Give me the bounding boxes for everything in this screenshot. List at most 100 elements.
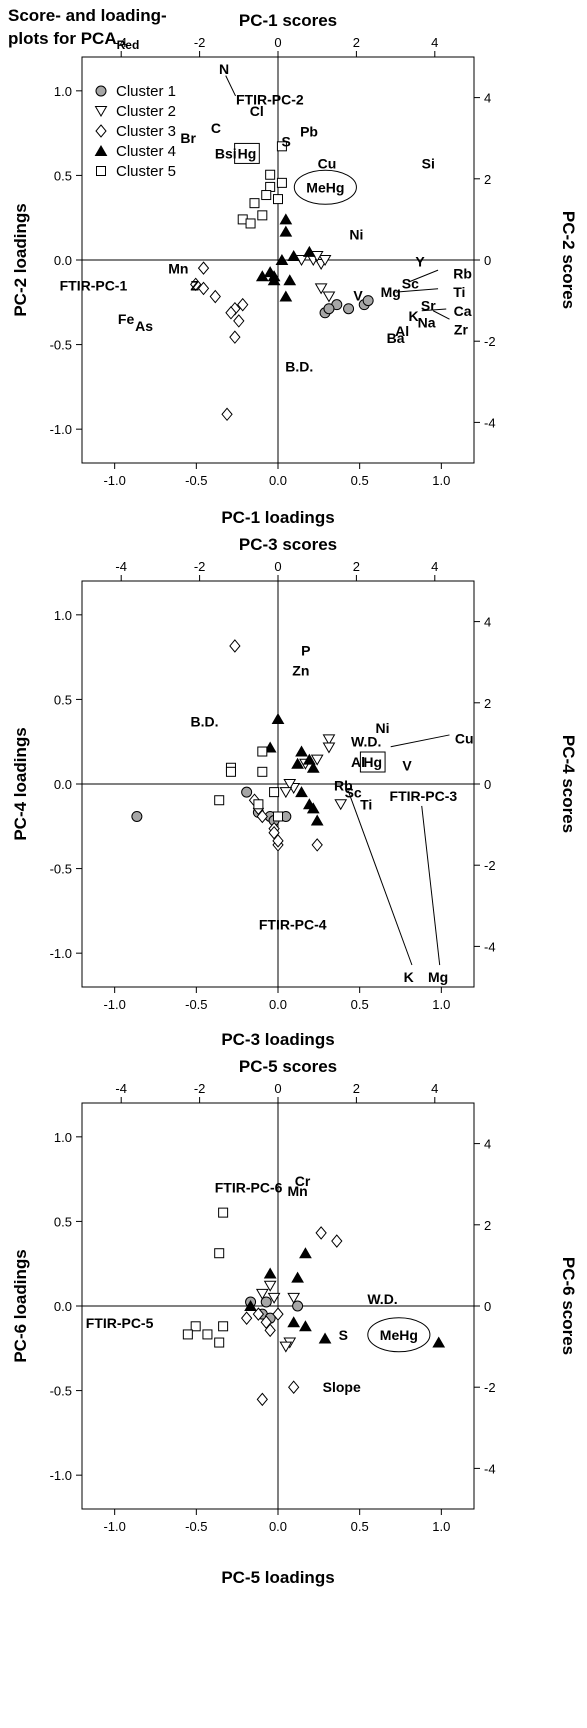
score-point	[280, 788, 291, 798]
loading-label-b-d: B.D.	[285, 359, 313, 375]
score-point	[288, 1317, 299, 1327]
score-point	[242, 1312, 252, 1324]
top-tick-label: -2	[194, 1081, 206, 1096]
series-cluster-1	[132, 787, 291, 825]
bottom-tick-label: -1.0	[103, 1519, 125, 1534]
score-point	[219, 1208, 228, 1217]
bottom-tick-label: 0.0	[269, 997, 287, 1012]
right-tick-label: 4	[484, 1137, 491, 1152]
right-tick-label: 0	[484, 1299, 491, 1314]
loading-label-z: Z	[190, 277, 199, 293]
left-tick-label: -0.5	[50, 862, 72, 877]
score-point	[280, 292, 291, 302]
score-point	[316, 1227, 326, 1239]
loading-label-bsi: Bsi	[215, 145, 237, 161]
top-tick-label: -2	[194, 559, 206, 574]
series-cluster-2	[296, 251, 334, 301]
series-cluster-3	[191, 262, 248, 420]
right-tick-label: -2	[484, 858, 496, 873]
legend-marker	[97, 167, 106, 176]
loading-label-ftir-pc-4: FTIR-PC-4	[259, 916, 327, 932]
left-axis-label: PC-4 loadings	[11, 727, 30, 840]
bottom-tick-label: 0.0	[269, 1519, 287, 1534]
bottom-tick-label: -1.0	[103, 473, 125, 488]
score-point	[270, 788, 279, 797]
top-tick-label: 0	[274, 1081, 281, 1096]
loading-label-p: P	[301, 642, 310, 658]
loading-label-w-d: W.D.	[367, 1291, 397, 1307]
score-point	[254, 800, 263, 809]
loading-label-cu: Cu	[318, 156, 337, 172]
score-point	[284, 275, 295, 285]
top-axis-label: PC-5 scores	[239, 1057, 337, 1076]
score-point	[280, 227, 291, 237]
legend-marker	[96, 146, 107, 156]
bottom-tick-label: 1.0	[432, 997, 450, 1012]
loading-label-fe: Fe	[118, 311, 135, 327]
score-point	[335, 800, 346, 810]
loading-label-mn: Mn	[287, 1183, 307, 1199]
right-tick-label: 4	[484, 91, 491, 106]
top-tick-label: 0	[274, 35, 281, 50]
score-point	[230, 331, 240, 343]
right-axis-label: PC-2 scores	[559, 211, 578, 309]
bottom-tick-label: 0.5	[351, 1519, 369, 1534]
left-tick-label: 1.0	[54, 84, 72, 99]
loading-label-mehg: MeHg	[380, 1327, 418, 1343]
loading-label-slope: Slope	[323, 1379, 361, 1395]
chart-panel-three: -1.0 -0.5 0.0 0.5 1.0-1.0-0.50.00.51.0-4 -2 0 2…	[11, 1057, 578, 1587]
bottom-tick-label: 0.5	[351, 997, 369, 1012]
left-tick-label: 1.0	[54, 608, 72, 623]
top-tick-label: 4	[431, 1081, 438, 1096]
loading-label-si: Si	[422, 156, 435, 172]
right-tick-label: -4	[484, 415, 496, 430]
bottom-tick-label: 1.0	[432, 473, 450, 488]
legend-marker	[96, 107, 107, 117]
loading-label-cu: Cu	[455, 730, 474, 746]
label-leader-line	[391, 735, 450, 747]
loading-label-ti: Ti	[360, 796, 372, 812]
score-point	[280, 214, 291, 224]
loading-label-k: K	[404, 969, 414, 985]
score-point	[215, 1249, 224, 1258]
score-point	[203, 1330, 212, 1339]
loading-label-ftir-pc-2: FTIR-PC-2	[236, 91, 304, 107]
score-point	[246, 219, 255, 228]
legend-label: Cluster 2	[116, 103, 176, 120]
left-tick-label: -0.5	[50, 1384, 72, 1399]
loading-label-ftir-pc-3: FTIR-PC-3	[390, 788, 458, 804]
right-tick-label: 4	[484, 615, 491, 630]
chart-panel-two: -1.0 -0.5 0.0 0.5 1.0 -1.0 -0.5 0.0 0.5 1.0 -4 -2 0 2…	[11, 535, 578, 1049]
score-point	[363, 296, 373, 306]
loading-label-ca: Ca	[454, 303, 472, 319]
top-axis-label: PC-1 scores	[239, 11, 337, 30]
score-point	[222, 408, 232, 420]
loading-label-v: V	[353, 288, 363, 304]
loading-label-s: S	[281, 134, 290, 150]
bottom-tick-label: -0.5	[185, 473, 207, 488]
right-tick-label: -2	[484, 1380, 496, 1395]
right-tick-label: 0	[484, 253, 491, 268]
right-tick-label: -4	[484, 1461, 496, 1476]
legend-label: Cluster 1	[116, 83, 176, 100]
score-point	[300, 1321, 311, 1331]
chart-panel-one: -1.0 -0.5 0.0 0.5 1.0 -1.0 -0.5 0.0 0.5 1.0 -4 -2 0 2…	[11, 11, 578, 527]
series-cluster-5	[183, 1208, 227, 1347]
score-point	[199, 262, 209, 274]
score-point	[215, 796, 224, 805]
score-point	[323, 743, 334, 753]
loading-label-rb: Rb	[453, 266, 472, 282]
score-point	[296, 787, 307, 797]
score-point	[215, 1338, 224, 1347]
left-tick-label: 0.0	[54, 253, 72, 268]
loading-label-v: V	[402, 757, 412, 773]
score-point	[274, 195, 283, 204]
loading-label-ftir-pc-1: FTIR-PC-1	[60, 277, 128, 293]
score-point	[332, 1235, 342, 1247]
loading-label-s: S	[339, 1327, 348, 1343]
top-tick-label: 0	[274, 559, 281, 574]
loading-label-y: Y	[415, 254, 425, 270]
score-point	[258, 767, 267, 776]
score-point	[323, 292, 334, 302]
right-tick-label: 2	[484, 172, 491, 187]
